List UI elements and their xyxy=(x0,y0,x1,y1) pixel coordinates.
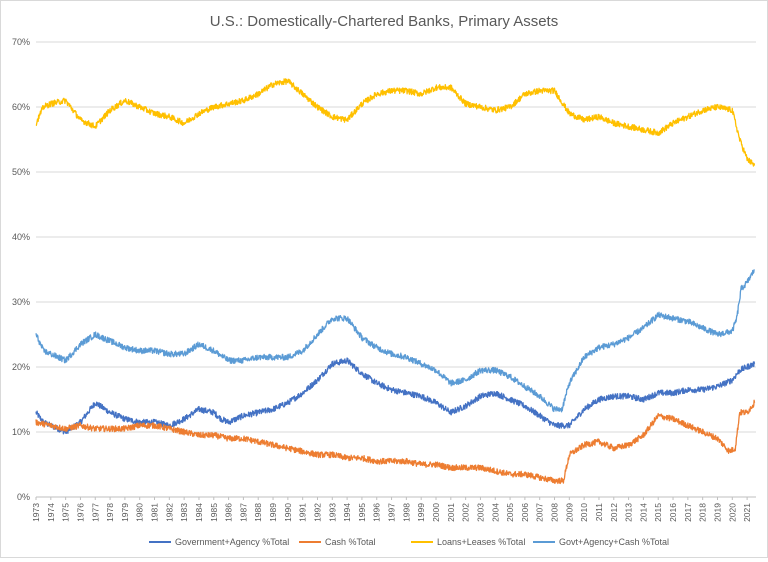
x-tick-label: 1992 xyxy=(312,503,322,522)
x-tick-label: 1990 xyxy=(283,503,293,522)
legend-label: Government+Agency %Total xyxy=(175,537,289,547)
x-tick-label: 1986 xyxy=(224,503,234,522)
x-tick-label: 2001 xyxy=(446,503,456,522)
x-tick-label: 1980 xyxy=(135,503,145,522)
x-tick-label: 1994 xyxy=(342,503,352,522)
chart-title: U.S.: Domestically-Chartered Banks, Prim… xyxy=(210,13,558,30)
x-tick-label: 2011 xyxy=(594,503,604,522)
x-tick-label: 2017 xyxy=(683,503,693,522)
x-tick-label: 1991 xyxy=(298,503,308,522)
series-line-2 xyxy=(35,78,756,167)
x-axis-labels: 1973 1974 1975 1976 1977 1978 1979 1980 1981 1982… xyxy=(31,503,752,522)
x-tick-label: 2020 xyxy=(727,503,737,522)
x-tick-label: 1981 xyxy=(150,503,160,522)
legend-label: Govt+Agency+Cash %Total xyxy=(559,537,669,547)
x-tick-label: 2003 xyxy=(475,503,485,522)
x-tick-label: 2005 xyxy=(505,503,515,522)
x-tick-label: 2000 xyxy=(431,503,441,522)
series-line-1 xyxy=(35,399,756,485)
legend-label: Cash %Total xyxy=(325,537,376,547)
y-tick-label: 40% xyxy=(12,232,30,242)
x-tick-label: 1993 xyxy=(327,503,337,522)
x-tick-label: 2021 xyxy=(742,503,752,522)
x-tick-label: 1996 xyxy=(372,503,382,522)
x-tick-label: 1997 xyxy=(387,503,397,522)
x-tick-label: 1999 xyxy=(416,503,426,522)
x-tick-label: 2015 xyxy=(653,503,663,522)
series-lines xyxy=(35,78,756,485)
y-tick-label: 50% xyxy=(12,167,30,177)
y-tick-label: 60% xyxy=(12,102,30,112)
x-tick-label: 2010 xyxy=(579,503,589,522)
x-tick-label: 1976 xyxy=(75,503,85,522)
x-tick-label: 2018 xyxy=(698,503,708,522)
y-tick-label: 20% xyxy=(12,362,30,372)
legend: Government+Agency %Total Cash %Total Loans… xyxy=(149,537,669,547)
x-tick-label: 1974 xyxy=(46,503,56,522)
x-tick-label: 2019 xyxy=(712,503,722,522)
x-tick-label: 1987 xyxy=(238,503,248,522)
x-tick-label: 2012 xyxy=(609,503,619,522)
x-tick-label: 1989 xyxy=(268,503,278,522)
y-tick-label: 10% xyxy=(12,427,30,437)
series-line-0 xyxy=(35,357,756,435)
x-tick-label: 1975 xyxy=(61,503,71,522)
x-tick-label: 1979 xyxy=(120,503,130,522)
legend-label: Loans+Leases %Total xyxy=(437,537,525,547)
y-tick-label: 30% xyxy=(12,297,30,307)
x-tick-label: 1983 xyxy=(179,503,189,522)
x-tick-label: 1995 xyxy=(357,503,367,522)
x-tick-label: 2006 xyxy=(520,503,530,522)
x-tick-label: 1998 xyxy=(401,503,411,522)
x-tick-label: 2002 xyxy=(461,503,471,522)
x-tick-label: 1988 xyxy=(253,503,263,522)
x-tick-label: 2004 xyxy=(490,503,500,522)
x-tick-label: 2016 xyxy=(668,503,678,522)
x-tick-label: 2007 xyxy=(535,503,545,522)
x-tick-label: 2014 xyxy=(638,503,648,522)
x-tick-label: 1978 xyxy=(105,503,115,522)
series-line-3 xyxy=(35,268,755,413)
gridlines xyxy=(36,41,756,433)
x-tick-label: 1977 xyxy=(90,503,100,522)
x-tick-label: 2009 xyxy=(564,503,574,522)
y-tick-label: 70% xyxy=(12,37,30,47)
x-tick-label: 1982 xyxy=(164,503,174,522)
x-tick-label: 1973 xyxy=(31,503,41,522)
y-tick-label: 0% xyxy=(17,492,30,502)
x-tick-label: 2008 xyxy=(550,503,560,522)
x-tick-label: 2013 xyxy=(624,503,634,522)
x-tick-label: 1984 xyxy=(194,503,204,522)
x-tick-label: 1985 xyxy=(209,503,219,522)
y-axis-labels: 0% 10% 20% 30% 40% 50% 60% 70% xyxy=(12,37,30,502)
x-axis xyxy=(35,496,756,500)
